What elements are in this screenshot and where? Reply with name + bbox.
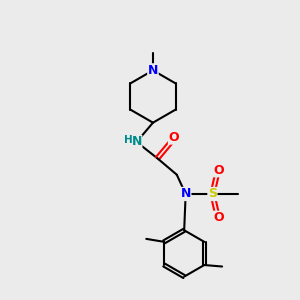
Text: H: H [124,136,133,146]
Text: N: N [148,64,158,77]
Text: O: O [213,164,224,177]
Text: N: N [131,136,142,148]
Text: S: S [208,188,217,200]
Text: O: O [169,131,179,144]
Text: N: N [181,188,191,200]
Text: O: O [213,211,224,224]
